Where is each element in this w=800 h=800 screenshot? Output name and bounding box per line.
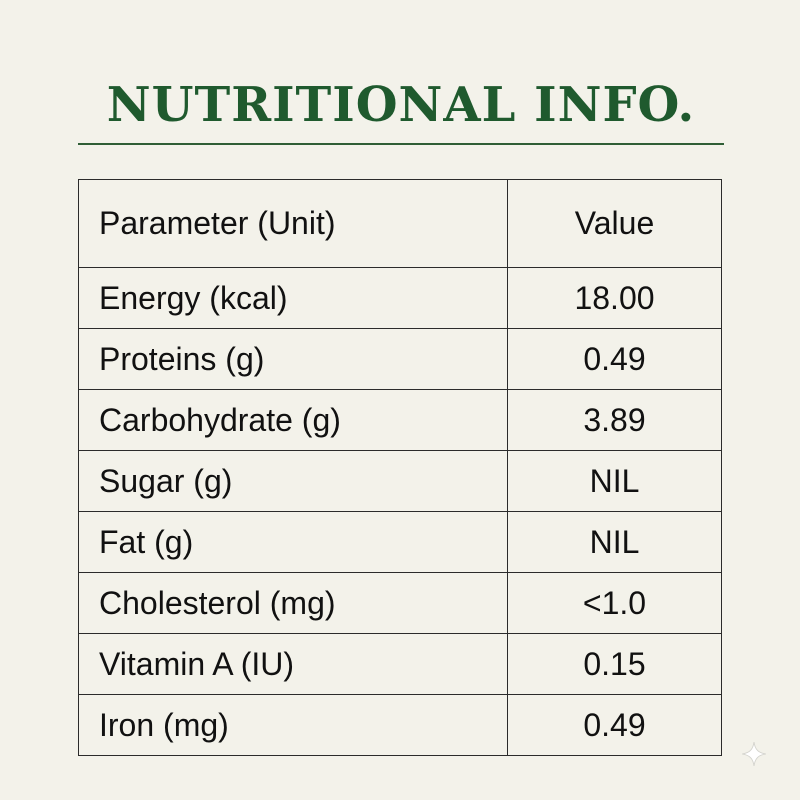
title-underline xyxy=(78,143,724,145)
table-row: Fat (g) NIL xyxy=(78,511,722,573)
row-cholesterol-value: <1.0 xyxy=(507,572,722,634)
table-row: Carbohydrate (g) 3.89 xyxy=(78,389,722,451)
row-cholesterol-parameter: Cholesterol (mg) xyxy=(78,572,508,634)
row-fat-parameter: Fat (g) xyxy=(78,511,508,573)
table-row: Vitamin A (IU) 0.15 xyxy=(78,633,722,695)
row-proteins-value: 0.49 xyxy=(507,328,722,390)
row-iron-value: 0.49 xyxy=(507,694,722,756)
header-parameter: Parameter (Unit) xyxy=(78,179,508,268)
sparkle-icon xyxy=(742,742,766,766)
table-row: Cholesterol (mg) <1.0 xyxy=(78,572,722,634)
page-title: NUTRITIONAL INFO. xyxy=(106,77,696,133)
table-row: Sugar (g) NIL xyxy=(78,450,722,512)
row-vitamin-a-parameter: Vitamin A (IU) xyxy=(78,633,508,695)
table-row: Iron (mg) 0.49 xyxy=(78,694,722,756)
table-header-row: Parameter (Unit) Value xyxy=(78,179,722,268)
row-energy-value: 18.00 xyxy=(507,267,722,329)
header-value: Value xyxy=(507,179,722,268)
table-row: Proteins (g) 0.49 xyxy=(78,328,722,390)
row-sugar-value: NIL xyxy=(507,450,722,512)
nutrition-table: Parameter (Unit) Value Energy (kcal) 18.… xyxy=(78,179,722,756)
row-carbohydrate-parameter: Carbohydrate (g) xyxy=(78,389,508,451)
row-iron-parameter: Iron (mg) xyxy=(78,694,508,756)
row-sugar-parameter: Sugar (g) xyxy=(78,450,508,512)
row-fat-value: NIL xyxy=(507,511,722,573)
row-energy-parameter: Energy (kcal) xyxy=(78,267,508,329)
row-carbohydrate-value: 3.89 xyxy=(507,389,722,451)
row-vitamin-a-value: 0.15 xyxy=(507,633,722,695)
row-proteins-parameter: Proteins (g) xyxy=(78,328,508,390)
table-row: Energy (kcal) 18.00 xyxy=(78,267,722,329)
